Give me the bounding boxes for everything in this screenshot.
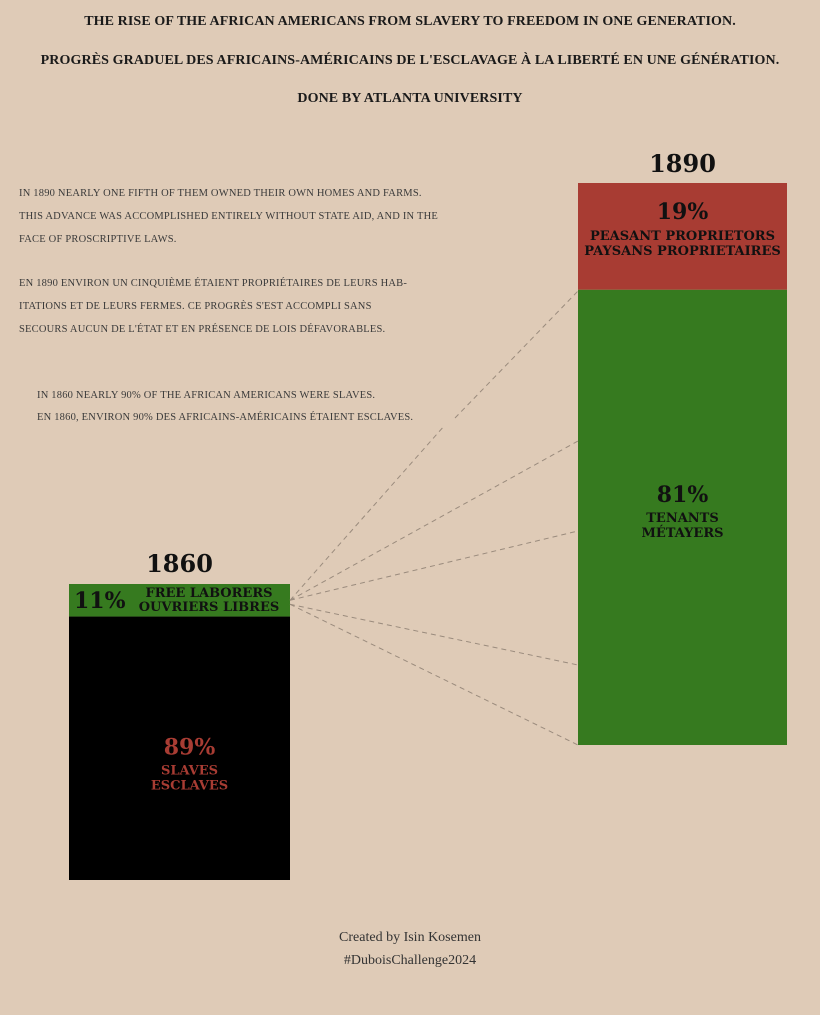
segment-percent-label: 81%	[657, 482, 709, 508]
segment-name-label: MÉTAYERS	[641, 525, 723, 541]
credit-author: Created by Isin Kosemen	[339, 930, 481, 945]
note-line: EN 1890 ENVIRON UN CINQUIÈME ÉTAIENT PRO…	[19, 278, 408, 289]
note-line: IN 1890 NEARLY ONE FIFTH OF THEM OWNED T…	[19, 188, 422, 199]
title-french: PROGRÈS GRADUEL DES AFRICAINS-AMÉRICAINS…	[40, 53, 780, 68]
segment-name-label: FREE LABORERS	[145, 586, 272, 601]
segment-name-label: ESCLAVES	[151, 779, 228, 794]
connector-line	[289, 603, 579, 666]
connector-line	[289, 603, 579, 746]
bar-segment	[69, 616, 290, 880]
connector-line	[454, 290, 579, 419]
note-1890-english: IN 1890 NEARLY ONE FIFTH OF THEM OWNED T…	[19, 182, 438, 251]
title-english: THE RISE OF THE AFRICAN AMERICANS FROM S…	[84, 14, 736, 29]
note-line: IN 1860 NEARLY 90% OF THE AFRICAN AMERIC…	[37, 390, 376, 401]
segment-percent-label: 19%	[657, 199, 709, 225]
segment-name-label: PEASANT PROPRIETORS	[590, 229, 775, 244]
connector-line	[289, 530, 579, 601]
segment-name-label: OUVRIERS LIBRES	[139, 600, 280, 615]
note-line: SECOURS AUCUN DE L'ÉTAT ET EN PRÉSENCE D…	[19, 324, 386, 335]
bar-segment	[578, 183, 787, 290]
segment-percent-label: 11%	[74, 588, 126, 614]
year-label: 1890	[649, 149, 716, 178]
connector-line	[289, 440, 579, 601]
note-line: EN 1860, ENVIRON 90% DES AFRICAINS-AMÉRI…	[37, 412, 414, 423]
segment-percent-label: 89%	[164, 735, 216, 761]
connector-line	[289, 424, 446, 601]
bar-segment	[578, 289, 787, 745]
note-1890-french: EN 1890 ENVIRON UN CINQUIÈME ÉTAIENT PRO…	[19, 272, 407, 341]
note-1860: IN 1860 NEARLY 90% OF THE AFRICAN AMERIC…	[37, 385, 413, 429]
note-line: THIS ADVANCE WAS ACCOMPLISHED ENTIRELY W…	[19, 211, 438, 222]
segment-name-label: SLAVES	[161, 764, 218, 779]
segment-name-label: TENANTS	[646, 511, 719, 526]
segment-name-label: PAYSANS PROPRIETAIRES	[584, 244, 781, 259]
note-line: FACE OF PROSCRIPTIVE LAWS.	[19, 234, 177, 245]
subtitle: DONE BY ATLANTA UNIVERSITY	[297, 91, 523, 106]
bar-segment	[69, 584, 290, 617]
credit-hashtag: #DuboisChallenge2024	[343, 953, 477, 968]
year-label: 1860	[146, 549, 213, 578]
note-line: ITATIONS ET DE LEURS FERMES. CE PROGRÈS …	[19, 301, 372, 312]
